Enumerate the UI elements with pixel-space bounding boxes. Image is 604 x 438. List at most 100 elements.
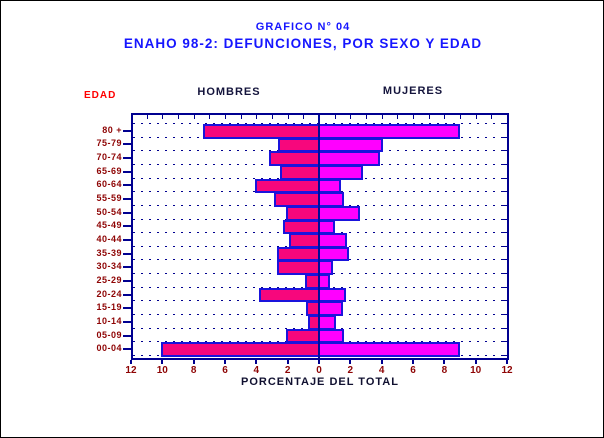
bar-hombres-00-04 <box>160 342 320 357</box>
left-axis-tick <box>123 157 131 160</box>
x-axis-title: PORCENTAJE DEL TOTAL <box>241 376 399 388</box>
right-axis-tick <box>503 191 507 193</box>
x-tick-label: 2 <box>284 365 291 376</box>
age-label: 25-29 <box>96 274 122 285</box>
right-axis-tick <box>503 163 507 165</box>
right-axis-tick <box>503 259 507 261</box>
bar-mujeres-45-49 <box>318 219 335 235</box>
bottom-axis-tick <box>443 360 446 364</box>
top-axis-tick <box>271 115 273 119</box>
right-axis-tick <box>503 232 507 234</box>
age-label: 20-24 <box>96 288 122 299</box>
left-axis-tick <box>123 129 131 132</box>
bottom-axis-tick <box>349 360 352 364</box>
left-axis-tick <box>123 266 131 269</box>
age-label: 00-04 <box>96 343 122 354</box>
left-axis-tick <box>123 252 131 255</box>
right-axis-tick <box>503 273 507 275</box>
bar-mujeres-30-34 <box>318 260 334 276</box>
bar-mujeres-10-14 <box>318 315 337 330</box>
age-label: 80 + <box>102 124 122 135</box>
top-axis-tick <box>397 115 399 119</box>
bar-hombres-05-09 <box>286 328 320 344</box>
age-label: 35-39 <box>96 247 122 258</box>
left-series-header: HOMBRES <box>197 86 261 98</box>
x-tick-label: 8 <box>190 365 197 376</box>
bottom-axis-tick <box>129 360 132 364</box>
bar-mujeres-50-54 <box>318 205 360 221</box>
right-axis-tick <box>503 123 507 124</box>
bottom-axis-tick <box>286 360 289 364</box>
bar-mujeres-15-19 <box>318 301 343 317</box>
bar-mujeres-40-44 <box>318 233 348 248</box>
bar-hombres-35-39 <box>276 246 320 262</box>
left-axis-tick <box>123 320 131 323</box>
bottom-axis-tick <box>318 360 320 364</box>
age-label: 15-19 <box>96 302 122 313</box>
bottom-axis-tick <box>412 360 415 364</box>
bar-hombres-55-59 <box>273 192 320 207</box>
bar-mujeres-60-64 <box>318 178 341 194</box>
top-axis-tick <box>460 115 462 119</box>
bar-hombres-50-54 <box>286 205 320 221</box>
bar-hombres-60-64 <box>254 178 320 194</box>
left-axis-tick <box>123 198 131 201</box>
bar-mujeres-70-74 <box>318 151 381 166</box>
bar-mujeres-75-79 <box>318 137 384 153</box>
bottom-axis-tick <box>192 360 195 364</box>
right-axis-tick <box>503 300 507 302</box>
bar-mujeres-55-59 <box>318 192 345 207</box>
plot-area <box>131 113 509 360</box>
top-axis-tick <box>475 115 477 119</box>
bar-mujeres-05-09 <box>318 328 345 344</box>
right-axis-tick <box>503 136 507 138</box>
left-axis-tick <box>123 211 131 214</box>
x-tick-label: 4 <box>253 365 260 376</box>
top-axis-tick <box>428 115 430 119</box>
top-axis-tick <box>444 115 446 119</box>
top-axis-tick <box>240 115 242 119</box>
age-label: 70-74 <box>96 152 122 163</box>
age-label: 10-14 <box>96 315 122 326</box>
x-tick-label: 2 <box>347 365 354 376</box>
x-tick-label: 6 <box>222 365 228 376</box>
x-tick-label: 10 <box>156 365 168 376</box>
left-axis-tick <box>123 334 131 337</box>
bar-hombres-70-74 <box>268 151 320 166</box>
bar-mujeres-80+ <box>318 124 461 139</box>
x-tick-label: 12 <box>501 365 513 376</box>
age-label: 40-44 <box>96 233 122 244</box>
top-axis-tick <box>177 115 179 119</box>
bar-mujeres-20-24 <box>318 287 346 303</box>
top-axis-tick <box>146 115 148 119</box>
top-axis-tick <box>366 115 367 119</box>
age-label: 65-69 <box>96 165 122 176</box>
left-axis-tick <box>123 184 131 187</box>
top-axis-tick <box>287 115 289 119</box>
y-axis-title: EDAD <box>84 90 117 101</box>
top-axis-tick <box>256 115 258 119</box>
right-axis-tick <box>503 354 507 356</box>
bottom-axis-tick <box>161 360 164 364</box>
top-axis-tick <box>224 115 226 119</box>
top-axis-tick <box>334 115 336 119</box>
age-label: 05-09 <box>96 329 122 340</box>
right-axis-tick <box>503 286 507 288</box>
bottom-axis-tick <box>223 360 226 364</box>
left-axis-tick <box>123 279 131 282</box>
bottom-axis-tick <box>474 360 477 364</box>
x-tick-label: 12 <box>125 365 137 376</box>
right-axis-tick <box>503 327 507 329</box>
age-label: 60-64 <box>96 179 122 190</box>
bottom-axis-tick <box>506 360 509 364</box>
bar-mujeres-35-39 <box>318 246 349 262</box>
top-axis-tick <box>413 115 415 119</box>
right-axis-tick <box>503 314 507 316</box>
right-axis-tick <box>503 150 507 152</box>
x-tick-label: 10 <box>470 365 482 376</box>
right-axis-tick <box>503 341 507 343</box>
age-label: 55-59 <box>96 193 122 204</box>
right-series-header: MUJERES <box>382 85 444 97</box>
bar-mujeres-00-04 <box>318 342 461 357</box>
bar-hombres-20-24 <box>259 287 320 303</box>
